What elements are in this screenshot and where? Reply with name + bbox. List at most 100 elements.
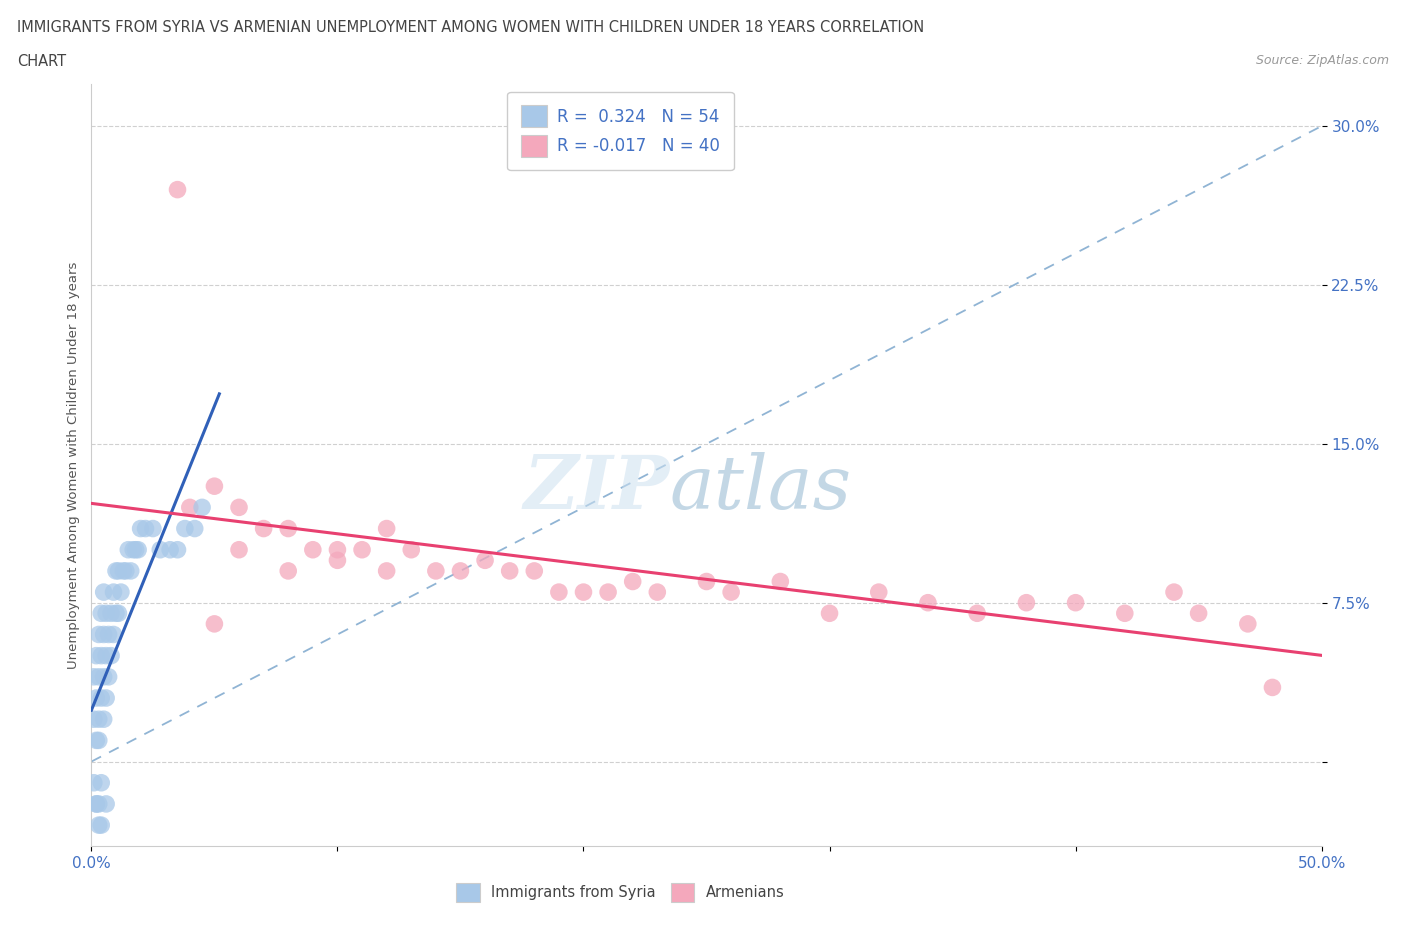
Point [117, 542, 139, 557]
Point [90, 605, 112, 620]
Point [114, 564, 138, 578]
Point [498, 564, 520, 578]
Point [129, 521, 152, 536]
Point [87, 817, 110, 832]
Point [191, 500, 214, 515]
Point [1163, 585, 1185, 600]
Point [425, 564, 447, 578]
Point [90, 648, 112, 663]
Point [96, 605, 117, 620]
Point [93, 711, 115, 726]
Point [86, 796, 108, 811]
Text: IMMIGRANTS FROM SYRIA VS ARMENIAN UNEMPLOYMENT AMONG WOMEN WITH CHILDREN UNDER 1: IMMIGRANTS FROM SYRIA VS ARMENIAN UNEMPL… [17, 20, 924, 35]
Point [105, 605, 127, 620]
Y-axis label: Unemployment Among Women with Children Under 18 years: Unemployment Among Women with Children U… [67, 261, 80, 669]
Point [90, 691, 112, 706]
Point [166, 182, 188, 197]
Point [449, 564, 471, 578]
Point [917, 595, 939, 610]
Point [868, 585, 890, 600]
Point [122, 542, 145, 557]
Point [90, 776, 112, 790]
Point [301, 542, 323, 557]
Point [97, 670, 120, 684]
Point [124, 542, 146, 557]
Point [375, 564, 398, 578]
Text: Source: ZipAtlas.com: Source: ZipAtlas.com [1256, 54, 1389, 67]
Point [103, 627, 125, 642]
Point [149, 542, 172, 557]
Point [183, 521, 207, 536]
Point [96, 648, 117, 663]
Point [112, 564, 135, 578]
Point [352, 542, 374, 557]
Point [86, 648, 108, 663]
Point [159, 542, 181, 557]
Point [166, 542, 188, 557]
Point [1237, 617, 1260, 631]
Point [572, 585, 595, 600]
Point [96, 691, 117, 706]
Point [87, 796, 110, 811]
Point [97, 627, 120, 642]
Point [1114, 605, 1136, 620]
Point [228, 542, 250, 557]
Point [86, 691, 108, 706]
Point [90, 817, 112, 832]
Point [966, 605, 988, 620]
Point [87, 733, 110, 748]
Point [1015, 595, 1038, 610]
Point [93, 670, 115, 684]
Point [86, 796, 108, 811]
Point [202, 479, 225, 494]
Point [100, 648, 122, 663]
Point [87, 711, 110, 726]
Legend: Immigrants from Syria, Armenians: Immigrants from Syria, Armenians [450, 877, 790, 908]
Point [83, 711, 105, 726]
Point [179, 500, 201, 515]
Point [228, 500, 250, 515]
Point [769, 574, 792, 589]
Point [645, 585, 669, 600]
Point [1064, 595, 1087, 610]
Text: CHART: CHART [17, 54, 66, 69]
Point [93, 627, 115, 642]
Point [253, 521, 276, 536]
Point [596, 585, 619, 600]
Point [103, 585, 125, 600]
Point [83, 670, 105, 684]
Point [474, 552, 496, 567]
Point [277, 521, 299, 536]
Point [399, 542, 422, 557]
Point [142, 521, 165, 536]
Point [547, 585, 569, 600]
Point [87, 670, 110, 684]
Point [100, 605, 122, 620]
Point [375, 521, 398, 536]
Point [96, 796, 117, 811]
Point [326, 552, 349, 567]
Text: ZIP: ZIP [523, 452, 669, 525]
Point [174, 521, 197, 536]
Point [105, 564, 127, 578]
Point [720, 585, 742, 600]
Point [107, 564, 129, 578]
Point [1187, 605, 1209, 620]
Point [621, 574, 644, 589]
Point [93, 585, 115, 600]
Point [695, 574, 717, 589]
Point [86, 733, 108, 748]
Point [277, 564, 299, 578]
Point [1261, 680, 1284, 695]
Point [110, 585, 132, 600]
Point [523, 564, 546, 578]
Point [135, 521, 156, 536]
Point [127, 542, 149, 557]
Point [120, 564, 142, 578]
Point [202, 617, 225, 631]
Text: atlas: atlas [669, 452, 852, 525]
Point [107, 605, 129, 620]
Point [83, 776, 105, 790]
Point [326, 542, 349, 557]
Point [818, 605, 841, 620]
